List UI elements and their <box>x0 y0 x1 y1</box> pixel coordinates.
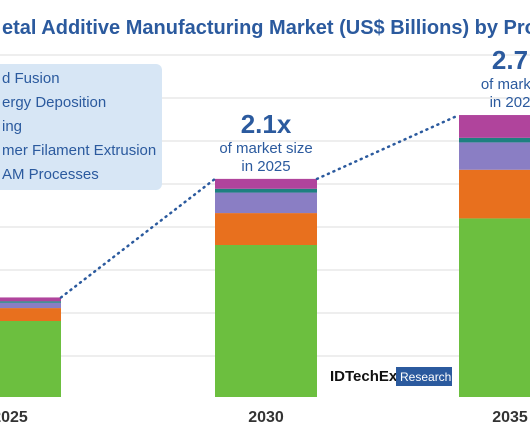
logo-main-text: IDTechEx <box>330 368 398 385</box>
bar-segment-2035-1 <box>459 218 530 397</box>
legend-item: ing <box>2 118 22 135</box>
bar-segment-2025-1 <box>0 321 61 397</box>
bar-segment-2030-5 <box>215 178 317 189</box>
legend-item: AM Processes <box>2 166 99 183</box>
bar-segment-2025-4 <box>0 301 61 303</box>
legend: d Fusion ergy Deposition ing mer Filament E… <box>0 64 162 190</box>
legend-item: mer Filament Extrusion <box>2 142 156 159</box>
growth-connectors <box>59 113 461 299</box>
logo-sub-text: Research <box>400 370 451 384</box>
growth-multiplier: 2.7 <box>492 45 528 75</box>
logo-badge <box>396 367 452 386</box>
growth-note-line1: of marke <box>481 76 530 93</box>
bar-segment-2030-3 <box>215 192 317 214</box>
growth-connector <box>59 177 217 299</box>
bar-segment-2030-2 <box>215 213 317 245</box>
bar-segment-2025-2 <box>0 308 61 321</box>
bars <box>0 115 530 397</box>
category-label-2030: 2030 <box>248 409 284 426</box>
bar-segment-2035-2 <box>459 169 530 219</box>
growth-note-line1: of market size <box>219 140 312 157</box>
growth-multiplier: 2.1x <box>241 109 292 139</box>
category-label-2035: 2035 <box>492 409 528 426</box>
bar-segment-2030-4 <box>215 188 317 193</box>
bar-segment-2025-5 <box>0 297 61 302</box>
bar-segment-2025-3 <box>0 302 61 309</box>
legend-item: ergy Deposition <box>2 94 106 111</box>
bar-segment-2035-5 <box>459 115 530 138</box>
growth-note-line2: in 2025 <box>241 158 290 175</box>
bar-segment-2035-3 <box>459 142 530 170</box>
category-label-2025: 2025 <box>0 409 28 426</box>
bar-segment-2030-1 <box>215 245 317 397</box>
growth-note-line2: in 202 <box>490 94 530 111</box>
category-labels: 2025 2030 2035 <box>0 409 528 426</box>
idtechex-logo: IDTechEx Research <box>330 367 452 386</box>
chart-title: etal Additive Manufacturing Market (US$ … <box>2 17 530 39</box>
legend-item: d Fusion <box>2 70 60 87</box>
growth-connector <box>315 113 461 181</box>
bar-segment-2035-4 <box>459 137 530 143</box>
legend-box <box>0 64 162 190</box>
